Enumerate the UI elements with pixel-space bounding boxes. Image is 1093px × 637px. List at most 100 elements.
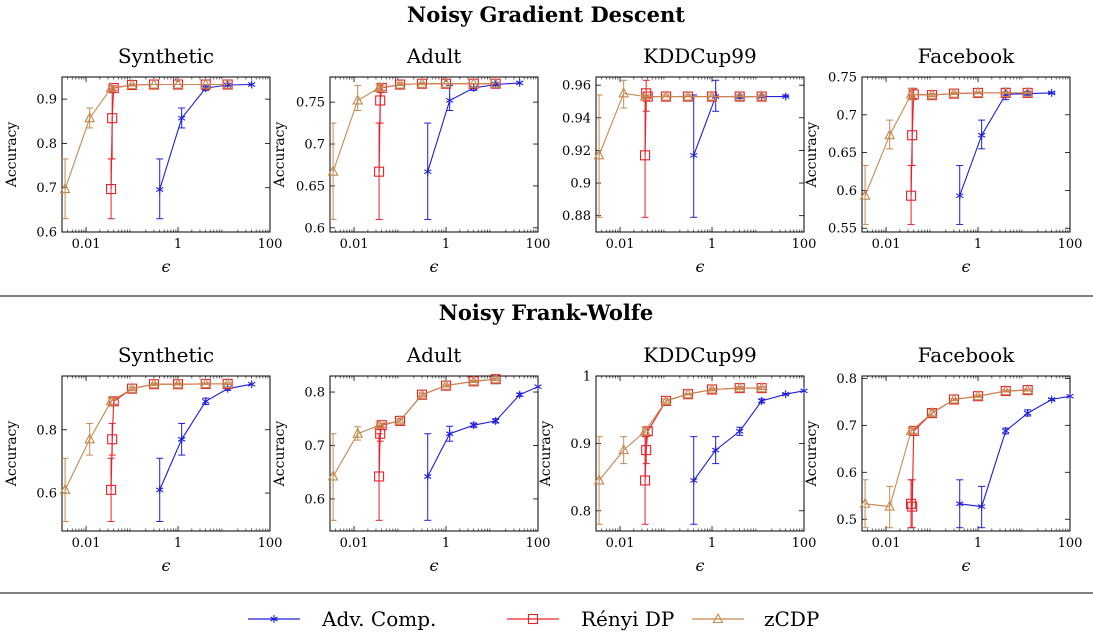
- section-title-frank-wolfe: Noisy Frank-Wolfe: [439, 300, 654, 325]
- y-tick-label: 0.9: [570, 437, 591, 452]
- x-axis-label: ϵ: [162, 556, 171, 575]
- data-point: [177, 435, 186, 444]
- data-point: [756, 90, 768, 101]
- subplot-title: Facebook: [918, 44, 1015, 68]
- y-tick-label: 0.8: [36, 137, 57, 152]
- y-axis-label: Accuracy: [804, 122, 820, 189]
- legend-marker-renyi-dp: [527, 613, 539, 625]
- series-r-nyi-dp: [906, 87, 1033, 225]
- data-point: [1047, 395, 1056, 404]
- x-tick-label: 100: [258, 536, 283, 551]
- data-point: [155, 185, 164, 194]
- data-point: [618, 443, 630, 455]
- x-axis-label: ϵ: [696, 257, 705, 276]
- data-point: [374, 471, 385, 482]
- x-tick-label: 1: [974, 536, 982, 551]
- y-tick-label: 0.6: [36, 487, 57, 502]
- data-point: [948, 393, 960, 404]
- y-tick-label: 0.65: [828, 146, 857, 161]
- y-tick-label: 0.8: [36, 423, 57, 438]
- data-point: [177, 114, 186, 123]
- subplot-title: Adult: [406, 343, 462, 367]
- y-tick-label: 0.7: [36, 181, 57, 196]
- data-point: [757, 396, 766, 405]
- data-point: [640, 150, 651, 161]
- data-point: [172, 78, 184, 89]
- series-line-zcdp: [332, 83, 496, 172]
- series-line-adv-comp: [959, 92, 1052, 196]
- data-point: [84, 433, 96, 444]
- series-line-r-nyi-dp: [378, 378, 496, 477]
- data-point: [906, 190, 917, 201]
- plot-frame: [329, 375, 539, 532]
- data-point: [593, 149, 605, 160]
- legend-marker-shape: [527, 613, 539, 625]
- data-point: [906, 498, 917, 509]
- y-tick-label: 0.65: [296, 179, 325, 194]
- y-axis-label: Accuracy: [804, 421, 820, 488]
- x-tick-label: 1: [708, 237, 716, 252]
- series-r-nyi-dp: [640, 79, 767, 218]
- error-bar: [862, 479, 869, 529]
- x-minor-ticks: [67, 77, 269, 232]
- series-adv-comp: [155, 80, 256, 220]
- data-point: [59, 483, 71, 494]
- series-line-zcdp: [332, 378, 496, 477]
- x-tick-label: 0.01: [872, 536, 901, 551]
- y-tick-label: 0.8: [570, 504, 591, 519]
- chart-gd-adult: Adult 0.01 1 100 0.6 0.65 0.7 0.75 ϵ Accuracy: [272, 44, 550, 276]
- x-axis-label: ϵ: [430, 556, 439, 575]
- data-point: [884, 500, 896, 511]
- data-point: [84, 112, 96, 123]
- data-point: [972, 390, 984, 401]
- legend-marker-shape: [270, 615, 278, 623]
- data-point: [155, 485, 164, 494]
- x-tick-label: 0.01: [340, 237, 369, 252]
- series-zcdp: [593, 381, 768, 525]
- subplot-title: KDDCup99: [643, 44, 756, 68]
- x-tick-label: 100: [1058, 237, 1083, 252]
- x-minor-ticks: [67, 376, 269, 531]
- y-tick-label: 0.6: [304, 221, 325, 236]
- data-point: [907, 130, 918, 141]
- plot-frame: [861, 76, 1071, 233]
- data-point: [107, 113, 118, 124]
- data-point: [468, 375, 480, 386]
- x-tick-label: 100: [792, 237, 817, 252]
- data-point: [247, 80, 256, 89]
- series-zcdp: [327, 77, 502, 220]
- plot-frame: [861, 375, 1071, 532]
- y-tick-label: 0.94: [562, 111, 591, 126]
- data-point: [394, 414, 406, 425]
- data-point: [469, 421, 478, 430]
- x-tick-label: 100: [526, 237, 551, 252]
- x-tick-label: 0.01: [72, 536, 101, 551]
- data-point: [106, 183, 117, 195]
- y-tick-label: 0.8: [304, 386, 325, 401]
- y-tick-label: 0.75: [828, 71, 857, 86]
- data-point: [800, 386, 808, 395]
- series-line-adv-comp: [427, 386, 538, 477]
- y-tick-label: 0.7: [836, 419, 857, 434]
- chart-fw-adult: Adult 0.01 1 100 0.6 0.7 0.8 ϵ Accuracy: [272, 343, 550, 575]
- data-point: [490, 77, 502, 88]
- data-point: [735, 427, 744, 436]
- y-tick-label: 0.75: [296, 96, 325, 111]
- y-tick-label: 0.7: [304, 138, 325, 153]
- data-point: [201, 397, 210, 406]
- y-tick-label: 0.6: [304, 492, 325, 507]
- data-point: [394, 78, 406, 89]
- data-point: [126, 382, 138, 393]
- data-point: [1022, 383, 1034, 395]
- x-tick-label: 1: [974, 237, 982, 252]
- series-line-zcdp: [64, 383, 228, 491]
- x-tick-label: 0.01: [72, 237, 101, 252]
- x-tick-label: 0.01: [606, 237, 635, 252]
- series-line-r-nyi-dp: [644, 93, 762, 156]
- data-point: [108, 396, 119, 407]
- subplot-title: KDDCup99: [643, 343, 756, 367]
- legend-marker-shape: [712, 612, 724, 624]
- series-zcdp: [593, 79, 768, 218]
- data-point: [660, 394, 672, 405]
